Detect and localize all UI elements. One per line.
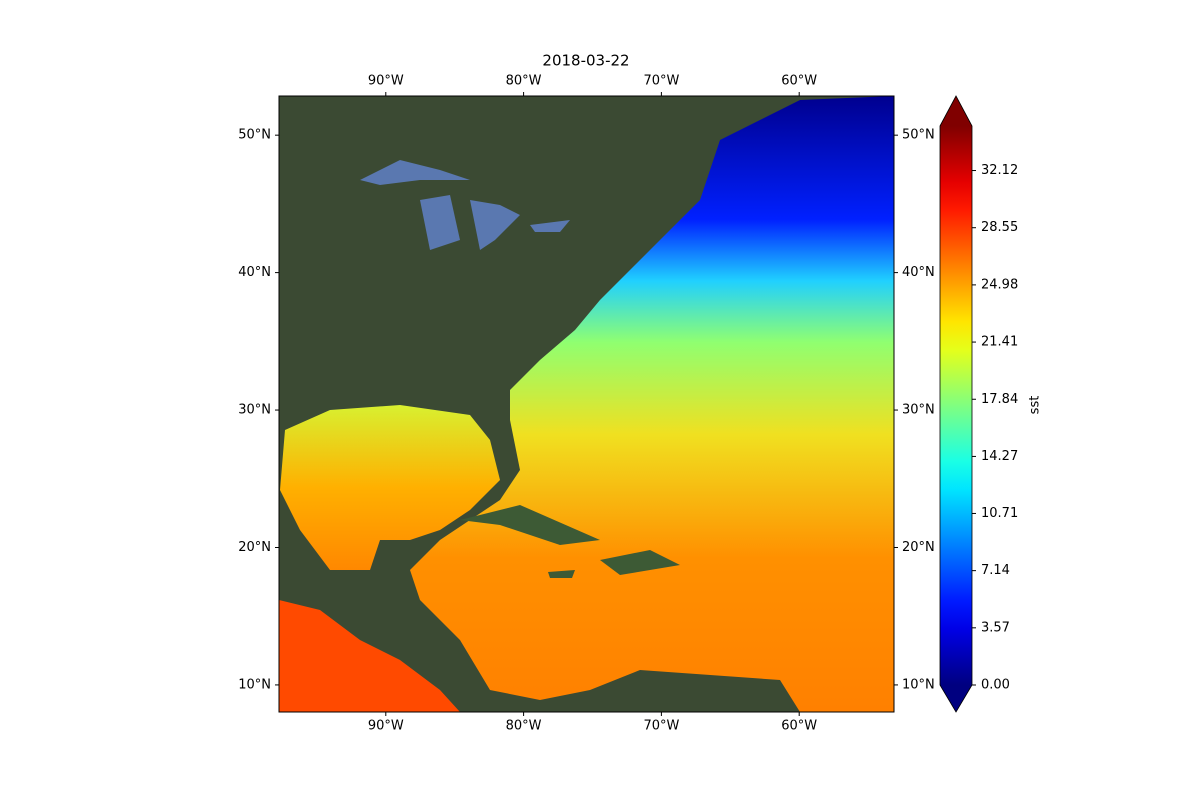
lake [360, 160, 470, 185]
y-tick-label: 30°N [902, 403, 935, 418]
y-tick-label: 30°N [238, 403, 271, 418]
colorbar-extend-max [940, 96, 972, 126]
colorbar: 0.00 3.57 7.14 10.71 14.27 17.84 21.41 24.98 28.… [939, 95, 1018, 713]
lake [470, 200, 520, 250]
y-tick-label: 20°N [902, 540, 935, 555]
colorbar-tick-label: 28.55 [981, 220, 1018, 235]
y-tick-label: 10°N [902, 677, 935, 692]
hispaniola [600, 550, 680, 575]
chart-title: 2018-03-22 [542, 52, 629, 70]
colorbar-tick-label: 3.57 [981, 620, 1010, 635]
x-tick-label: 60°W [781, 74, 817, 89]
colorbar-tick-label: 32.12 [981, 163, 1018, 178]
x-tick-label: 60°W [781, 719, 817, 734]
colorbar-tick-label: 17.84 [981, 392, 1018, 407]
x-tick-label: 80°W [506, 74, 542, 89]
y-tick-label: 10°N [238, 677, 271, 692]
map-frame [278, 95, 895, 713]
gulf-of-mexico [280, 405, 500, 570]
pacific [279, 600, 460, 712]
y-tick-label: 50°N [902, 128, 935, 143]
y-tick-label: 20°N [238, 540, 271, 555]
x-tick-label: 90°W [368, 719, 404, 734]
cuba [460, 505, 600, 545]
colorbar-tick-label: 0.00 [981, 678, 1010, 693]
y-tick-label: 40°N [238, 265, 271, 280]
y-tick-label: 40°N [902, 265, 935, 280]
colorbar-tick-label: 10.71 [981, 506, 1018, 521]
lake [420, 195, 460, 250]
x-tick-label: 70°W [643, 719, 679, 734]
colorbar-tick-label: 21.41 [981, 335, 1018, 350]
colorbar-tick-label: 7.14 [981, 563, 1010, 578]
x-tick-label: 80°W [506, 719, 542, 734]
atlantic [410, 96, 894, 712]
x-tick-label: 90°W [368, 74, 404, 89]
map [278, 95, 895, 713]
colorbar-extend-min [940, 685, 972, 712]
colorbar-tick-label: 14.27 [981, 449, 1018, 464]
y-tick-label: 50°N [238, 128, 271, 143]
jamaica [548, 570, 575, 578]
colorbar-label: sst [1028, 396, 1043, 415]
colorbar-gradient [940, 126, 972, 685]
x-tick-label: 70°W [643, 74, 679, 89]
colorbar-tick-label: 24.98 [981, 277, 1018, 292]
lake [530, 220, 570, 232]
